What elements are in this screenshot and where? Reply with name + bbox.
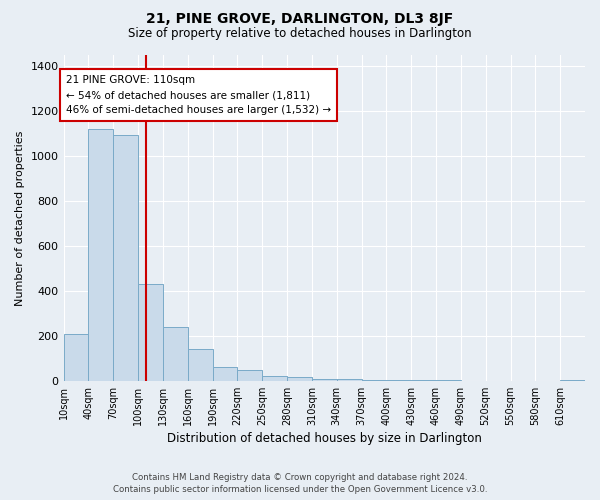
Bar [113, 135, 138, 381]
Bar [163, 327, 188, 381]
Bar [386, 380, 411, 381]
Text: 21 PINE GROVE: 110sqm
← 54% of detached houses are smaller (1,811)
46% of semi-d: 21 PINE GROVE: 110sqm ← 54% of detached … [66, 75, 331, 115]
Text: 21, PINE GROVE, DARLINGTON, DL3 8JF: 21, PINE GROVE, DARLINGTON, DL3 8JF [146, 12, 454, 26]
Bar [287, 378, 312, 381]
Bar [262, 376, 287, 381]
Bar [362, 380, 386, 381]
Bar [88, 129, 113, 381]
X-axis label: Distribution of detached houses by size in Darlington: Distribution of detached houses by size … [167, 432, 482, 445]
Bar [312, 378, 337, 381]
Y-axis label: Number of detached properties: Number of detached properties [15, 130, 25, 306]
Bar [337, 379, 362, 381]
Bar [560, 380, 585, 381]
Bar [238, 370, 262, 381]
Bar [64, 334, 88, 381]
Bar [188, 350, 212, 381]
Text: Contains HM Land Registry data © Crown copyright and database right 2024.
Contai: Contains HM Land Registry data © Crown c… [113, 472, 487, 494]
Bar [138, 284, 163, 381]
Bar [212, 367, 238, 381]
Text: Size of property relative to detached houses in Darlington: Size of property relative to detached ho… [128, 28, 472, 40]
